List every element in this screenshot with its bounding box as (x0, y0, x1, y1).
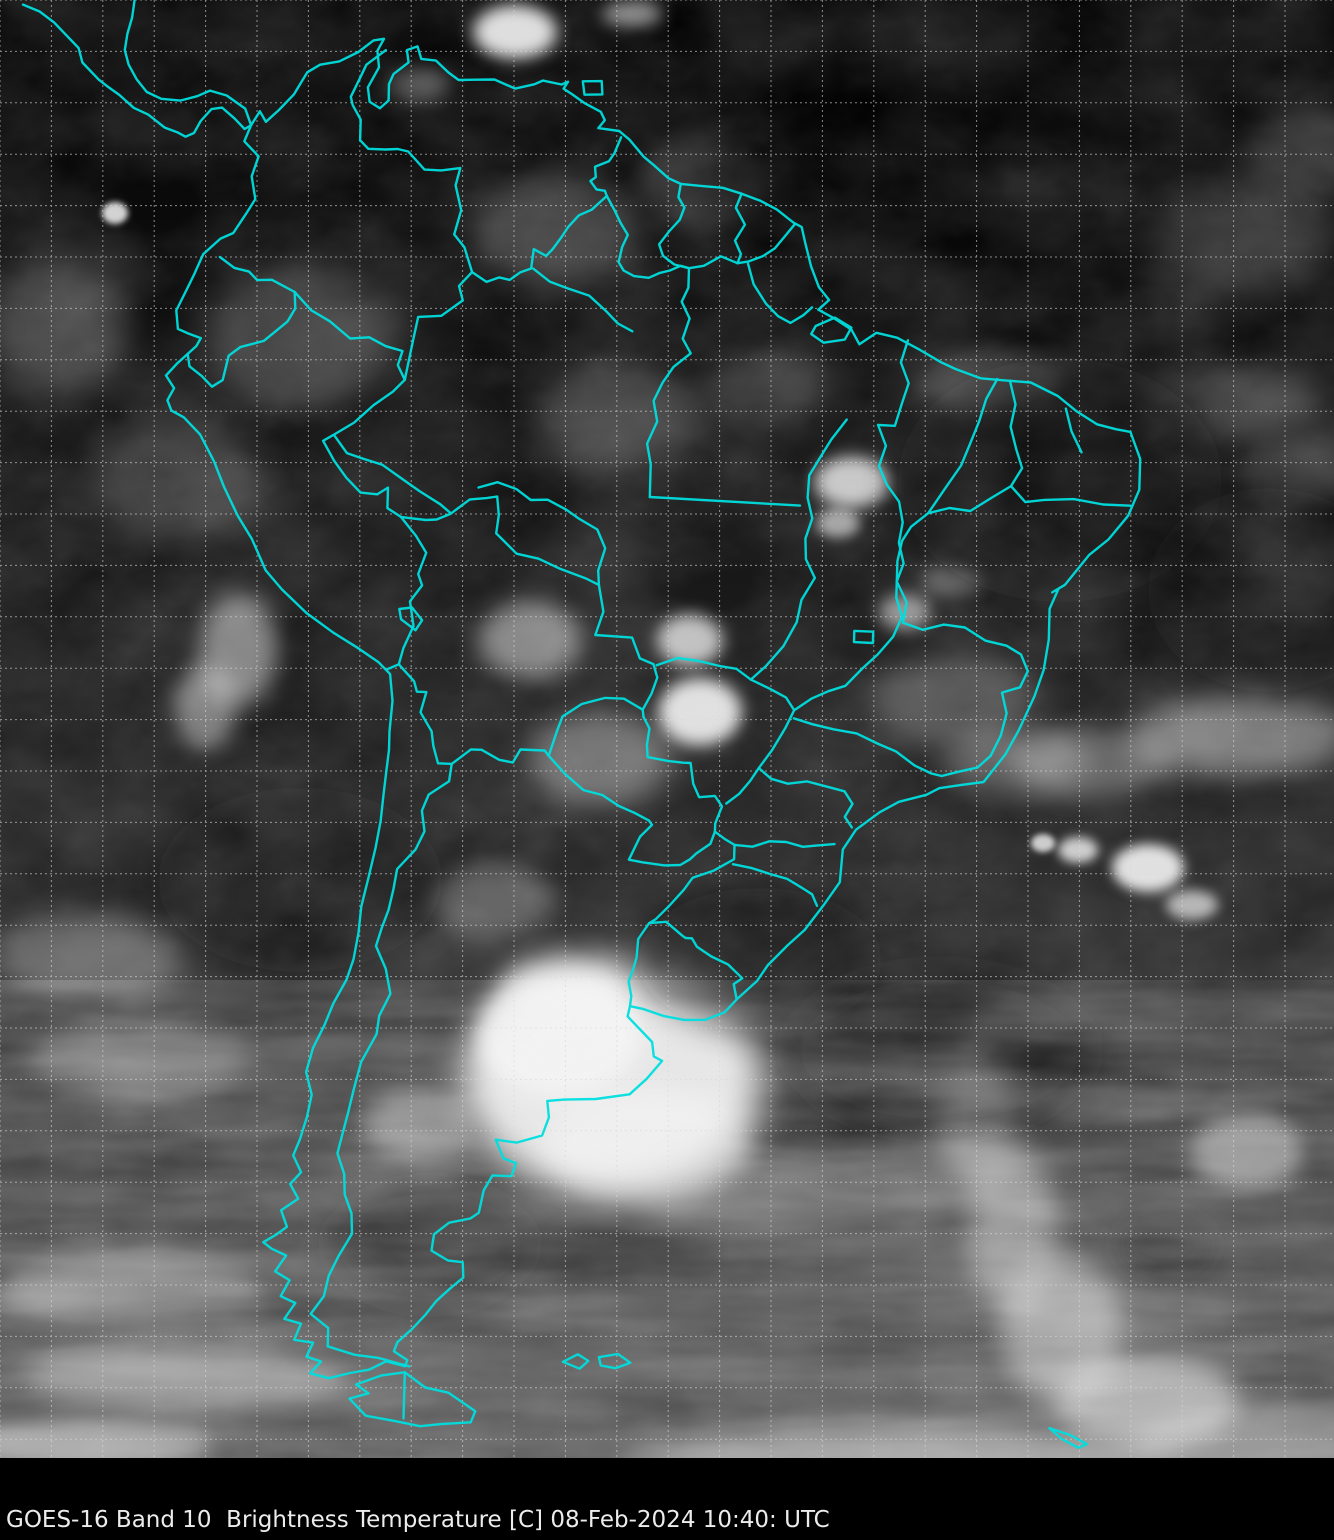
border-chile-argentina (309, 762, 453, 1368)
border-state-goias-mt (749, 576, 816, 681)
caption-bar: GOES-16 Band 10 Brightness Temperature [… (0, 1458, 1334, 1540)
border-argentina-brazil (648, 830, 736, 925)
border-paraguay-argentina (547, 754, 717, 867)
border-tdf-chile-argentina (402, 1371, 406, 1420)
border-bolivia-brazil (399, 495, 659, 719)
border-tierra-del-fuego (348, 1371, 477, 1428)
border-colombia-ecuador (218, 255, 296, 294)
border-central-america-coast (21, 0, 253, 138)
border-colombia-peru (293, 290, 406, 381)
border-state-para-maranhao (876, 339, 910, 427)
border-state-minas-es (989, 670, 1029, 757)
border-state-para-mato-grosso (648, 495, 802, 507)
border-brazil-uruguay (648, 920, 744, 1000)
border-bolivia-paraguay (547, 696, 644, 757)
border-state-sp-parana (757, 766, 854, 829)
cloud-streak-texture (0, 980, 1334, 1458)
border-guyana-suriname (657, 182, 691, 270)
border-state-rn-pb (1064, 407, 1083, 454)
satellite-map (0, 0, 1334, 1458)
border-guyana-brazil (605, 194, 691, 279)
border-state-amazonas-para (645, 267, 692, 499)
border-state-minas-rio (940, 754, 992, 778)
border-state-piaui-ceara (1008, 379, 1024, 488)
country-borders (21, 0, 1142, 1449)
border-state-parana-sc (733, 840, 836, 848)
border-state-sc-rs (731, 863, 819, 907)
lat-lon-grid (0, 0, 1334, 1458)
satellite-map-canvas (0, 0, 1334, 1458)
border-state-maranhao-piaui (927, 377, 999, 515)
border-state-ms-mt (655, 656, 752, 681)
border-state-tocantins-east (876, 423, 905, 583)
border-bolivia-argentina (450, 748, 550, 766)
border-french-guiana-brazil (736, 223, 796, 265)
border-uruguay-argentina (627, 921, 651, 1008)
border-state-tocantins-west (804, 418, 848, 580)
border-south-america-coast (164, 37, 1142, 1380)
border-peru-bolivia (397, 515, 428, 666)
border-state-acre-amazonas (333, 434, 452, 515)
border-state-pe-ba (1009, 484, 1132, 507)
border-venezuela-guyana (589, 136, 623, 198)
border-venezuela-colombia (349, 49, 474, 274)
border-state-rondonia (477, 481, 607, 587)
border-state-df-square (852, 629, 875, 645)
border-state-amapa-para (746, 262, 814, 325)
border-trinidad (581, 79, 604, 96)
border-state-ms-goias-sp (725, 678, 796, 805)
border-falkland-west (561, 1353, 590, 1370)
caption-text: GOES-16 Band 10 Brightness Temperature [… (6, 1507, 830, 1533)
border-lake-titicaca (398, 606, 424, 632)
border-falkland-east (597, 1352, 632, 1370)
border-suriname-french-guiana (733, 192, 747, 265)
border-state-bahia-minas (895, 580, 1029, 673)
border-marajo-island (810, 316, 853, 344)
border-peru-brazil (321, 378, 406, 519)
border-state-roraima-south (532, 267, 634, 333)
border-ecuador-peru (186, 290, 297, 388)
border-brazil-suriname (687, 255, 739, 270)
border-bolivia-chile (397, 663, 453, 766)
border-state-goias-minas (793, 580, 904, 712)
border-south-georgia (1048, 1426, 1088, 1449)
border-colombia-brazil (403, 270, 474, 381)
border-venezuela-brazil (470, 194, 608, 284)
border-peru-chile (386, 663, 400, 671)
border-paraguay-brazil (642, 715, 724, 833)
border-state-minas-sp (792, 717, 943, 778)
